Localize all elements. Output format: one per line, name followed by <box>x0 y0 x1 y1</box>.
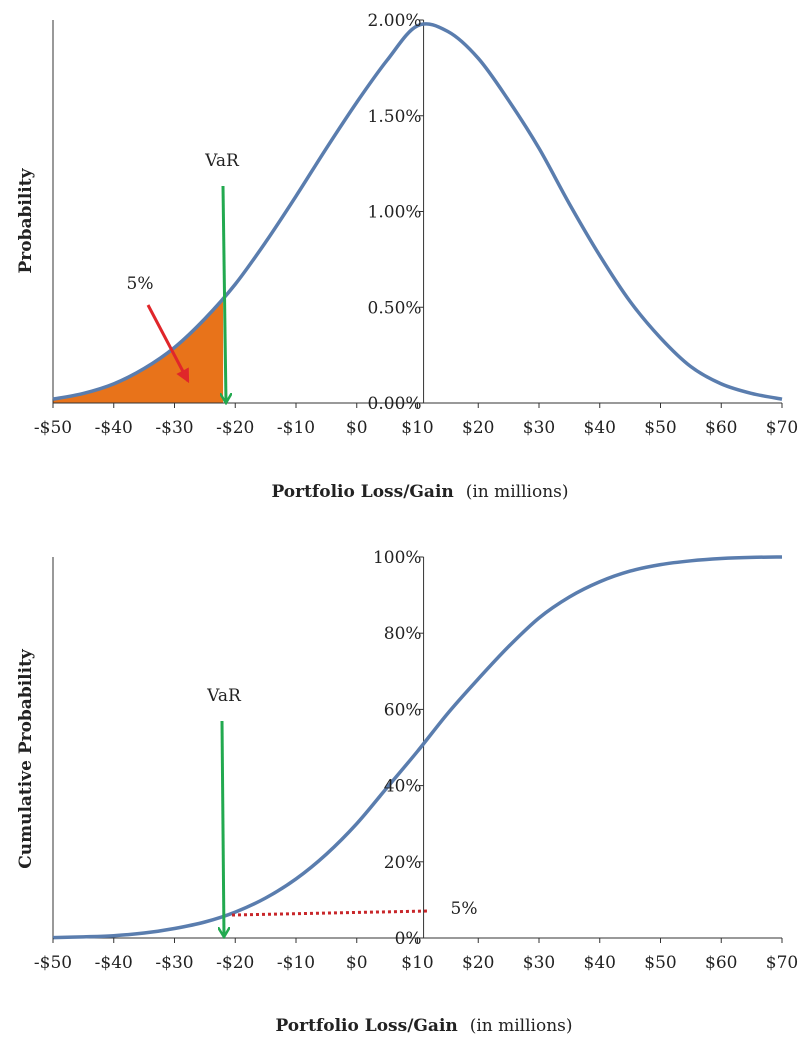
var-arrow <box>223 185 226 403</box>
x-tick-label: $20 <box>462 418 494 438</box>
x-tick-label: $0 <box>346 953 368 973</box>
x-tick-label: $10 <box>401 953 433 973</box>
x-tick-label: -$40 <box>95 953 133 973</box>
y-tick-label: 20% <box>384 853 422 873</box>
x-tick-label: $0 <box>346 418 368 438</box>
x-tick-label: $20 <box>462 953 494 973</box>
tail-arrow <box>146 304 190 384</box>
y-tick-label: 0% <box>395 929 422 949</box>
x-tick-label: -$30 <box>155 418 193 438</box>
y-tick-label: 80% <box>384 624 422 644</box>
cumulative-probability-chart: -$50 -$40 -$30 -$20 -$10 $0 $10 $20 $30 $40 $50 $60… <box>16 548 798 1036</box>
x-tick-label: $70 <box>766 418 798 438</box>
x-tick-label: $70 <box>766 953 798 973</box>
x-tick-label: $30 <box>523 418 555 438</box>
x-tick-label: $10 <box>401 418 433 438</box>
x-axis-title-main: Portfolio Loss/Gain <box>271 482 453 502</box>
x-tick-label: -$20 <box>216 418 254 438</box>
y-axis-title: Probability <box>16 167 36 273</box>
x-tick-label: -$50 <box>34 953 72 973</box>
x-tick-label: $50 <box>644 418 676 438</box>
y-tick-label: 0.00% <box>368 394 422 414</box>
y-tick-label: 0.50% <box>368 298 422 318</box>
x-tick-label: $40 <box>584 418 616 438</box>
x-axis-title: Portfolio Loss/Gain (in millions) <box>271 482 568 502</box>
x-tick-label: $50 <box>644 953 676 973</box>
y-tick-label: 2.00% <box>368 11 422 31</box>
x-axis-title-unit: (in millions) <box>470 1016 573 1036</box>
x-tick-label: $40 <box>584 953 616 973</box>
x-axis-title-main: Portfolio Loss/Gain <box>275 1016 457 1036</box>
y-axis-title: Cumulative Probability <box>16 648 36 869</box>
x-tick-label: -$30 <box>155 953 193 973</box>
x-tick-label: -$20 <box>216 953 254 973</box>
distribution-curve <box>52 555 783 940</box>
y-tick-label: 40% <box>384 777 422 797</box>
y-tick-label: 100% <box>373 548 422 568</box>
tail-percent-label: 5% <box>127 274 154 294</box>
y-tick-label: 60% <box>384 700 422 720</box>
x-axis-title-unit: (in millions) <box>466 482 569 502</box>
level-percent-label: 5% <box>451 899 478 919</box>
x-axis-title: Portfolio Loss/Gain (in millions) <box>275 1016 572 1036</box>
var-label: VaR <box>204 151 240 171</box>
var-label: VaR <box>206 686 242 706</box>
y-tick-label: 1.50% <box>368 107 422 127</box>
x-tick-label: -$10 <box>277 953 315 973</box>
five-percent-level-line <box>231 909 429 917</box>
x-tick-label: $60 <box>705 953 737 973</box>
probability-density-chart: -$50 -$40 -$30 -$20 -$10 $0 $10 $20 $30 $40 $50 $60… <box>16 11 798 502</box>
x-tick-label: -$40 <box>95 418 133 438</box>
x-tick-label: -$10 <box>277 418 315 438</box>
x-tick-label: -$50 <box>34 418 72 438</box>
y-tick-label: 1.00% <box>368 203 422 223</box>
x-tick-label: $60 <box>705 418 737 438</box>
x-tick-label: $30 <box>523 953 555 973</box>
distribution-curve <box>52 22 783 401</box>
var-arrow <box>222 720 224 937</box>
